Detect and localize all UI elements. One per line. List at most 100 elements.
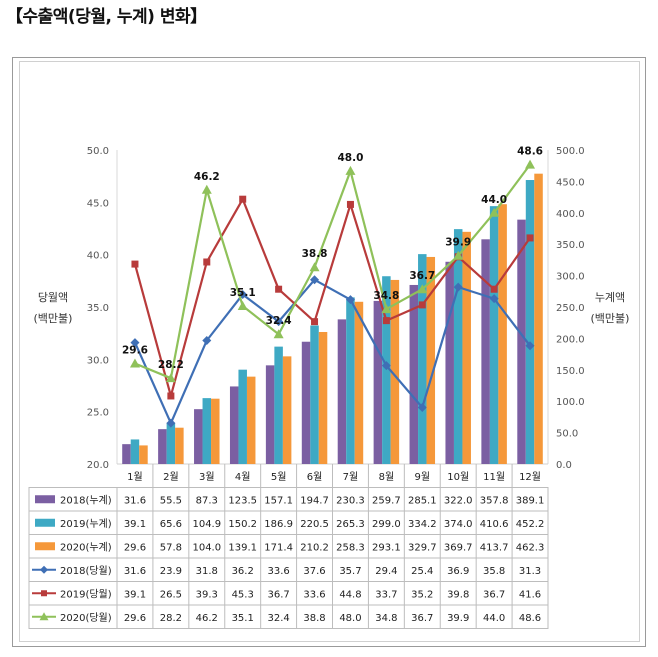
x-tick-label: 9월	[415, 471, 431, 483]
bar	[318, 331, 328, 464]
data-table-cell: 37.6	[303, 566, 325, 577]
x-tick-label: 10월	[447, 471, 469, 483]
bar	[426, 256, 436, 464]
bar	[238, 369, 247, 464]
data-table-cell: 35.1	[232, 613, 254, 624]
data-label: 34.8	[373, 290, 399, 302]
data-table-cell: 150.2	[228, 519, 257, 530]
bar	[282, 356, 292, 464]
data-table-cell: 55.5	[160, 495, 182, 506]
square-marker	[131, 260, 139, 268]
data-table-cell: 220.5	[300, 519, 329, 530]
triangle-marker	[165, 373, 176, 383]
bar	[310, 325, 319, 464]
bar	[337, 319, 347, 464]
data-table-cell: 39.1	[124, 519, 146, 530]
bar	[382, 276, 391, 464]
bar	[194, 409, 203, 464]
triangle-marker	[309, 262, 320, 272]
data-table-cell: 29.6	[124, 613, 146, 624]
triangle-marker	[273, 329, 284, 339]
bar	[130, 439, 140, 464]
data-table-cell: 357.8	[480, 495, 509, 506]
triangle-marker	[489, 207, 500, 217]
data-table-cell: 48.0	[339, 613, 361, 624]
bar	[166, 422, 176, 464]
data-table-cell: 285.1	[408, 495, 437, 506]
data-table-cell: 374.0	[444, 519, 473, 530]
legend-key-marker	[39, 612, 49, 621]
square-marker	[239, 195, 247, 203]
data-table-cell: 31.6	[124, 495, 146, 506]
data-table-cell: 44.8	[339, 589, 361, 600]
data-label: 32.4	[266, 315, 292, 327]
data-label: 28.2	[158, 359, 184, 371]
bar	[534, 173, 543, 464]
bar	[122, 444, 131, 464]
data-table-cell: 36.2	[232, 566, 254, 577]
data-table-cell: 36.7	[267, 589, 289, 600]
square-marker	[275, 285, 283, 293]
data-table-cell: 31.3	[519, 566, 541, 577]
data-table-cell: 33.6	[267, 566, 289, 577]
bar	[274, 346, 283, 464]
data-table-cell: 38.8	[303, 613, 325, 624]
x-tick-label: 5월	[271, 471, 287, 483]
left-axis-unit: (백만불)	[34, 312, 73, 325]
right-tick-label: 500.0	[556, 146, 585, 157]
data-table-cell: 230.3	[336, 495, 365, 506]
bar	[489, 206, 499, 465]
bar	[481, 239, 490, 464]
data-label: 48.0	[337, 152, 363, 164]
legend-key-bar	[35, 495, 55, 504]
right-tick-label: 400.0	[556, 209, 585, 220]
data-label: 46.2	[194, 171, 220, 183]
data-table-cell: 34.8	[375, 613, 397, 624]
data-table-cell: 39.1	[124, 589, 146, 600]
x-tick-label: 8월	[379, 471, 395, 483]
bar	[246, 376, 256, 464]
bar	[373, 300, 383, 464]
x-tick-label: 4월	[235, 471, 251, 483]
right-tick-label: 350.0	[556, 240, 585, 251]
x-tick-label: 2월	[163, 471, 179, 483]
square-marker	[346, 200, 354, 208]
square-marker	[490, 285, 498, 293]
left-tick-label: 35.0	[87, 303, 109, 314]
triangle-marker	[345, 165, 356, 175]
right-tick-label: 150.0	[556, 366, 585, 377]
data-label: 38.8	[302, 248, 328, 260]
bar	[498, 204, 507, 464]
triangle-marker	[237, 300, 248, 310]
bar	[158, 429, 167, 464]
square-marker	[311, 318, 319, 326]
diamond-marker	[453, 282, 463, 292]
legend-key-bar	[35, 518, 55, 527]
triangle-marker	[381, 304, 392, 314]
data-table-cell: 65.6	[160, 519, 182, 530]
data-label: 36.7	[409, 270, 435, 282]
square-marker	[167, 392, 175, 400]
left-tick-label: 40.0	[87, 251, 109, 262]
bar	[301, 341, 311, 464]
square-marker	[382, 317, 390, 325]
data-table-cell: 32.4	[267, 613, 289, 624]
right-tick-label: 200.0	[556, 334, 585, 345]
left-tick-label: 20.0	[87, 460, 109, 471]
bar	[409, 284, 419, 464]
data-table-cell: 36.7	[411, 613, 433, 624]
bar	[229, 386, 239, 464]
data-table-cell: 104.0	[192, 542, 221, 553]
diamond-marker	[525, 341, 535, 351]
data-table-cell: 413.7	[480, 542, 509, 553]
data-table-cell: 139.1	[228, 542, 257, 553]
chart-inner-frame	[19, 61, 640, 642]
bar	[525, 180, 535, 464]
data-table-cell: 462.3	[516, 542, 545, 553]
data-table-cell: 46.2	[196, 613, 218, 624]
data-table-cell: 410.6	[480, 519, 509, 530]
data-label: 29.6	[122, 345, 148, 357]
data-table-cell: 36.7	[483, 589, 505, 600]
triangle-marker	[453, 250, 464, 260]
diamond-marker	[417, 402, 427, 412]
